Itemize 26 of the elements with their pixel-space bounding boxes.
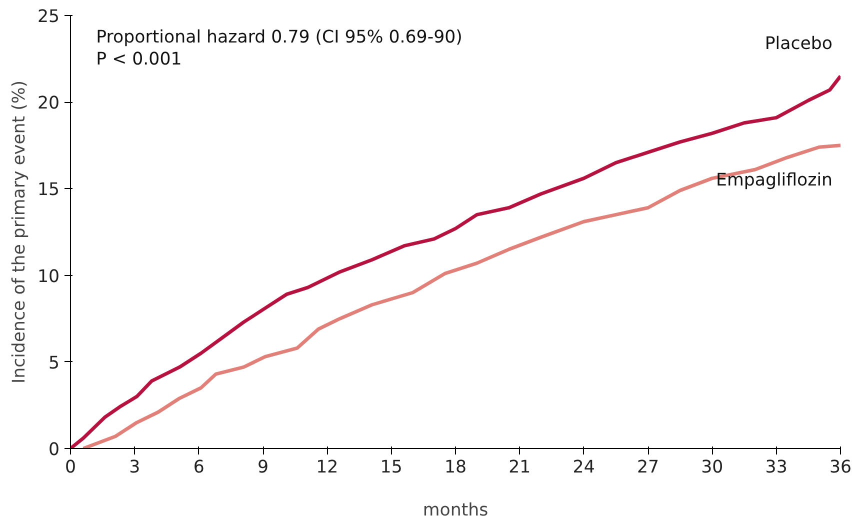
annotation: P < 0.001 bbox=[96, 50, 182, 70]
x-tick-label: 30 bbox=[701, 458, 724, 478]
x-tick-label: 15 bbox=[380, 458, 402, 478]
x-tick-label: 0 bbox=[64, 458, 76, 478]
line-series bbox=[82, 144, 840, 448]
x-axis-title: months bbox=[422, 500, 488, 520]
y-tick-label: 25 bbox=[37, 7, 60, 27]
x-tick-label: 24 bbox=[572, 458, 595, 478]
x-tick-label: 6 bbox=[193, 458, 204, 478]
x-tick-label: 21 bbox=[508, 458, 531, 478]
x-tick-label: 18 bbox=[444, 458, 467, 478]
x-tick-label: 3 bbox=[129, 458, 140, 478]
x-tick-label: 27 bbox=[636, 458, 660, 478]
annotation: Proportional hazard 0.79 (CI 95% 0.69-90) bbox=[96, 28, 462, 48]
series-label: Placebo bbox=[764, 34, 832, 54]
y-tick-label: 10 bbox=[37, 266, 60, 287]
y-axis-title: Incidence of the primary event (%) bbox=[9, 80, 30, 384]
y-tick-label: 5 bbox=[48, 353, 60, 374]
x-tick-label: 33 bbox=[765, 458, 788, 478]
y-tick-label: 20 bbox=[37, 94, 60, 114]
y-tick-label: 15 bbox=[37, 180, 60, 200]
x-tick-label: 36 bbox=[829, 458, 852, 478]
x-tick-label: 9 bbox=[257, 458, 269, 478]
series-label: Empagliflozin bbox=[716, 170, 832, 190]
x-tick-label: 12 bbox=[316, 458, 338, 478]
y-tick-label: 0 bbox=[48, 440, 60, 460]
